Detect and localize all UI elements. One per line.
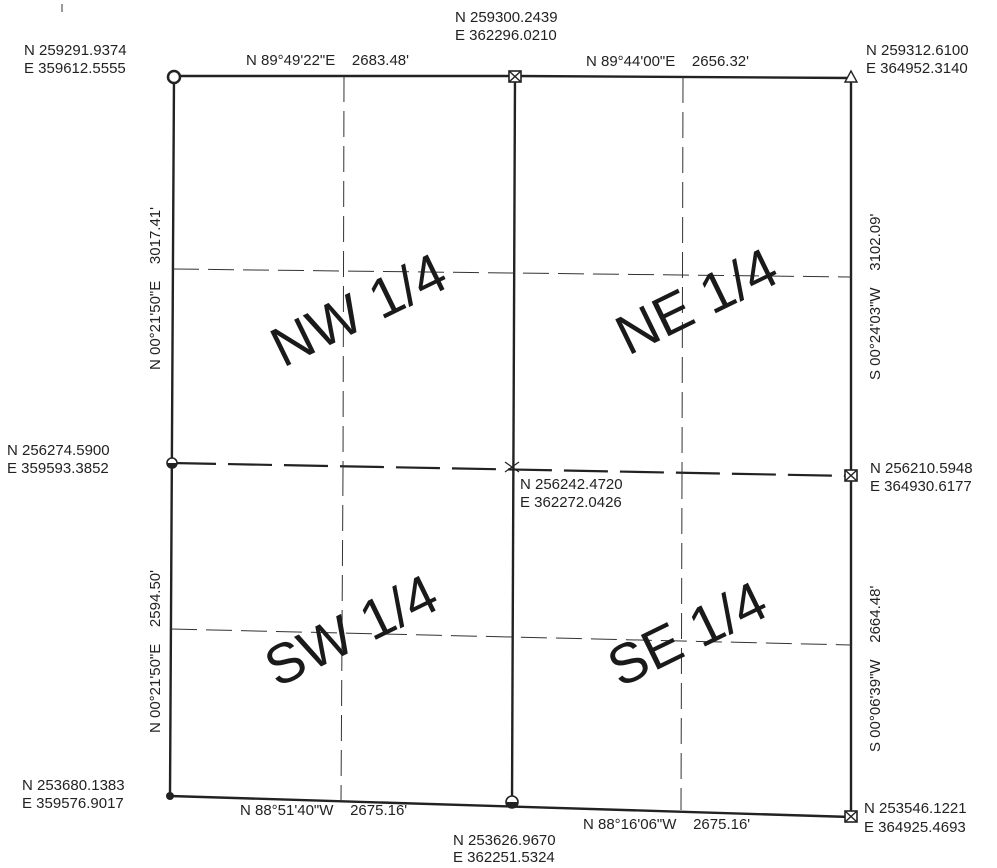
nw-northing: N 259291.9374 (24, 42, 127, 59)
se-quarter-label: SE 1/4 (598, 568, 777, 698)
quarter-labels: NW 1/4 NE 1/4 SW 1/4 SE 1/4 (255, 235, 787, 699)
north-east-bearing: N 89°44'00"E 2656.32' (586, 53, 749, 70)
se-sixteenth-vertical (680, 472, 683, 811)
n-quarter-monument-icon (508, 70, 522, 83)
sw-quarter-label: SW 1/4 (255, 562, 448, 699)
nw-corner-monument-icon (166, 69, 182, 85)
center-easting: E 362272.0426 (520, 494, 622, 511)
north-west-bearing: N 89°49'22"E 2683.48' (246, 52, 409, 69)
s-quarter-monument-icon (505, 795, 519, 809)
sw-easting: E 359576.9017 (22, 795, 124, 812)
east-south-bearing: S 00°06'39"W 2664.48' (867, 586, 884, 752)
north-south-center-line (510, 75, 517, 804)
n-quarter-northing: N 259300.2439 (455, 9, 558, 26)
east-west-center-line (171, 461, 852, 478)
center-northing: N 256242.4720 (520, 476, 623, 493)
ne-corner-monument-icon (843, 69, 859, 83)
sw-sixteenth-vertical (340, 469, 344, 801)
west-south-bearing: N 00°21'50"E 2594.50' (147, 570, 164, 733)
nw-quarter-label: NW 1/4 (261, 240, 456, 378)
section-boundary (168, 74, 853, 819)
nw-easting: E 359612.5555 (24, 60, 126, 77)
w-quarter-easting: E 359593.3852 (7, 460, 109, 477)
s-quarter-northing: N 253626.9670 (453, 832, 556, 849)
west-north-bearing: N 00°21'50"E 3017.41' (147, 207, 164, 370)
bearing-labels: N 89°49'22"E 2683.48' N 89°44'00"E 2656.… (147, 52, 884, 833)
se-easting: E 364925.4693 (864, 819, 966, 836)
sw-northing: N 253680.1383 (22, 777, 125, 794)
s-quarter-easting: E 362251.5324 (453, 849, 555, 866)
quarter-lines (171, 75, 852, 804)
corner-monuments (166, 69, 859, 823)
sw-corner-monument-icon (166, 792, 174, 800)
south-west-bearing: N 88°51'40"W 2675.16' (240, 802, 407, 819)
se-northing: N 253546.1221 (864, 800, 967, 817)
w-quarter-monument-icon (166, 457, 178, 469)
coordinate-labels: N 259291.9374 E 359612.5555 N 259300.243… (7, 9, 973, 866)
sixteenth-lines (170, 75, 852, 811)
nw-sixteenth-vertical (342, 75, 345, 471)
ne-quarter-label: NE 1/4 (606, 235, 787, 367)
west-line (168, 75, 176, 797)
e-quarter-northing: N 256210.5948 (870, 460, 973, 477)
center-quarter-icon (504, 461, 520, 473)
north-sixteenth-horizontal (172, 268, 852, 278)
south-sixteenth-horizontal (170, 628, 852, 646)
ne-northing: N 259312.6100 (866, 42, 969, 59)
e-quarter-monument-icon (844, 469, 858, 482)
south-east-bearing: N 88°16'06"W 2675.16' (583, 816, 750, 833)
se-corner-monument-icon (844, 810, 858, 823)
east-north-bearing: S 00°24'03"W 3102.09' (867, 214, 884, 380)
n-quarter-easting: E 362296.0210 (455, 27, 557, 44)
ne-easting: E 364952.3140 (866, 60, 968, 77)
e-quarter-easting: E 364930.6177 (870, 478, 972, 495)
w-quarter-northing: N 256274.5900 (7, 442, 110, 459)
